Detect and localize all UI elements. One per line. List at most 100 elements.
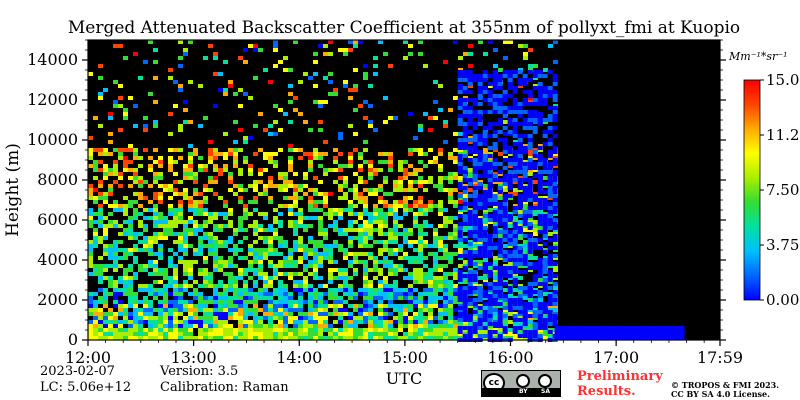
backscatter-cell (273, 120, 278, 124)
backscatter-cell (208, 320, 213, 324)
backscatter-cell (492, 82, 498, 86)
backscatter-cell (288, 272, 293, 276)
backscatter-cell (398, 160, 403, 164)
backscatter-cell (472, 142, 478, 146)
backscatter-cell (532, 154, 538, 158)
backscatter-cell (328, 328, 333, 332)
backscatter-cell (532, 278, 538, 282)
backscatter-cell (218, 336, 223, 340)
backscatter-cell (213, 268, 218, 272)
backscatter-cell (378, 40, 383, 44)
backscatter-cell (438, 328, 443, 332)
backscatter-cell (258, 260, 263, 264)
backscatter-cell (298, 336, 303, 340)
backscatter-cell (278, 280, 283, 284)
backscatter-cell (512, 122, 518, 126)
backscatter-cell (537, 202, 543, 206)
backscatter-cell (253, 328, 258, 332)
backscatter-cell (418, 304, 423, 308)
backscatter-cell (522, 254, 528, 258)
backscatter-cell (158, 164, 163, 168)
backscatter-cell (517, 186, 523, 190)
backscatter-cell (542, 266, 548, 270)
backscatter-cell (487, 322, 493, 326)
backscatter-cell (492, 246, 498, 250)
backscatter-cell (203, 300, 208, 304)
backscatter-cell (173, 264, 178, 268)
backscatter-cell (487, 182, 493, 186)
backscatter-cell (208, 148, 213, 152)
backscatter-cell (542, 134, 548, 138)
backscatter-cell (223, 164, 228, 168)
backscatter-cell (398, 296, 403, 300)
backscatter-cell (542, 94, 548, 98)
backscatter-cell (428, 224, 433, 228)
backscatter-cell (522, 126, 528, 130)
backscatter-cell (467, 90, 473, 94)
backscatter-cell (358, 328, 363, 332)
backscatter-cell (457, 294, 463, 298)
y-tick-label: 2000 (37, 290, 78, 309)
backscatter-cell (482, 74, 488, 78)
backscatter-cell (373, 276, 378, 280)
backscatter-cell (443, 292, 448, 296)
backscatter-cell (428, 116, 433, 120)
backscatter-cell (283, 172, 288, 176)
backscatter-cell (393, 328, 398, 332)
backscatter-cell (313, 60, 318, 64)
backscatter-cell (103, 192, 108, 196)
backscatter-cell (183, 164, 188, 168)
backscatter-cell (492, 230, 498, 234)
backscatter-cell (542, 302, 548, 306)
backscatter-cell (258, 272, 263, 276)
backscatter-cell (522, 314, 528, 318)
backscatter-cell (398, 216, 403, 220)
backscatter-cell (293, 232, 298, 236)
backscatter-cell (253, 208, 258, 212)
backscatter-cell (423, 264, 428, 268)
backscatter-cell (133, 272, 138, 276)
backscatter-cell (552, 290, 558, 294)
backscatter-cell (288, 120, 293, 124)
backscatter-cell (253, 76, 258, 80)
backscatter-cell (353, 292, 358, 296)
backscatter-cell (443, 220, 448, 224)
backscatter-cell (293, 200, 298, 204)
backscatter-cell (527, 242, 533, 246)
backscatter-cell (457, 166, 463, 170)
backscatter-cell (98, 204, 103, 208)
backscatter-cell (343, 48, 348, 52)
backscatter-cell (278, 336, 283, 340)
backscatter-cell (303, 328, 308, 332)
backscatter-cell (477, 202, 483, 206)
backscatter-cell (188, 336, 193, 340)
backscatter-cell (98, 276, 103, 280)
backscatter-cell (293, 280, 298, 284)
backscatter-cell (183, 176, 188, 180)
backscatter-cell (457, 238, 463, 242)
backscatter-cell (138, 268, 143, 272)
backscatter-cell (183, 252, 188, 256)
backscatter-cell (358, 212, 363, 216)
backscatter-cell (547, 270, 553, 274)
backscatter-cell (547, 310, 553, 314)
backscatter-cell (408, 316, 413, 320)
backscatter-cell (313, 272, 318, 276)
backscatter-cell (213, 324, 218, 328)
backscatter-cell (378, 268, 383, 272)
backscatter-cell (507, 242, 513, 246)
cc-license-badge[interactable]: cc BY SA (481, 370, 561, 397)
backscatter-cell (168, 224, 173, 228)
backscatter-cell (398, 164, 403, 168)
backscatter-cell (378, 160, 383, 164)
backscatter-cell (522, 82, 528, 86)
backscatter-cell (537, 246, 543, 250)
backscatter-cell (88, 328, 93, 332)
backscatter-cell (113, 264, 118, 268)
backscatter-cell (233, 288, 238, 292)
backscatter-cell (308, 76, 313, 80)
backscatter-cell (118, 240, 123, 244)
backscatter-cell (103, 236, 108, 240)
backscatter-cell (338, 268, 343, 272)
backscatter-cell (248, 332, 253, 336)
